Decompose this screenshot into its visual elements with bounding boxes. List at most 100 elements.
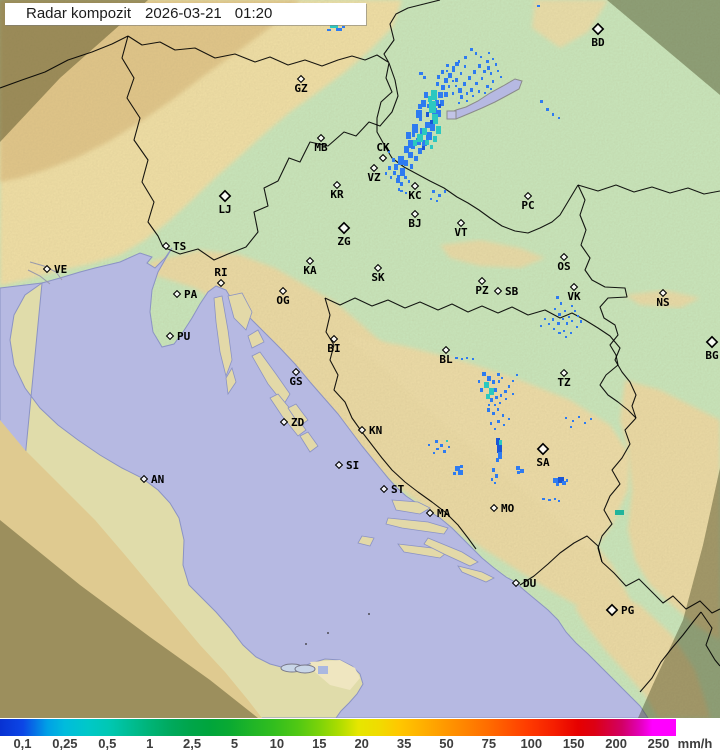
island xyxy=(269,393,307,437)
precip-cell xyxy=(464,65,466,68)
radar-range-shadow xyxy=(607,0,720,95)
precip-cell xyxy=(425,122,430,128)
precip-cell xyxy=(508,385,510,388)
country-border xyxy=(639,611,702,693)
precip-cell xyxy=(436,448,439,450)
precip-cell xyxy=(432,190,435,193)
precip-cell xyxy=(540,325,542,327)
precip-cell xyxy=(455,62,459,66)
precip-cell xyxy=(405,192,407,194)
precip-cell xyxy=(558,117,560,119)
precip-cell xyxy=(336,28,342,31)
coastal-lagoon xyxy=(294,664,316,674)
precip-cell xyxy=(425,140,429,145)
precip-cell xyxy=(448,73,452,78)
precip-cell xyxy=(558,332,561,334)
precip-cell xyxy=(481,77,483,80)
city-label-LJ: LJ xyxy=(218,203,231,216)
city-label-BI: BI xyxy=(327,342,340,355)
precip-cell xyxy=(540,100,543,103)
islet-speck xyxy=(327,632,329,634)
island xyxy=(213,295,233,378)
island xyxy=(247,329,265,349)
precip-cell xyxy=(455,357,458,359)
precip-cell xyxy=(553,478,558,483)
precip-cell xyxy=(428,444,430,446)
precip-cell xyxy=(460,72,462,75)
precip-cell xyxy=(404,146,409,153)
city-label-MO: MO xyxy=(501,502,515,515)
precip-cell xyxy=(478,380,480,383)
country-border xyxy=(700,611,720,667)
precip-cell xyxy=(497,373,500,376)
precip-cell xyxy=(542,498,545,500)
precip-cell xyxy=(448,446,450,448)
precip-cell xyxy=(556,483,559,486)
city-marker-PU xyxy=(165,331,175,341)
legend-tick: 1 xyxy=(146,736,154,751)
precip-cell xyxy=(429,101,436,113)
island xyxy=(251,351,291,405)
city-label-SA: SA xyxy=(536,456,550,469)
country-border xyxy=(597,417,637,563)
city-marker-TZ xyxy=(559,368,569,378)
precip-cell xyxy=(516,466,520,470)
precip-cell xyxy=(446,64,449,67)
precip-cell xyxy=(482,372,486,376)
city-label-KR: KR xyxy=(330,188,344,201)
precip-cell xyxy=(554,308,556,310)
precip-cell xyxy=(430,124,435,131)
city-label-PG: PG xyxy=(621,604,635,617)
radar-range-shadow xyxy=(638,468,720,718)
precip-cell xyxy=(503,424,505,426)
country-border xyxy=(0,35,129,89)
legend-tick: 0,1 xyxy=(13,736,32,751)
city-marker-KC xyxy=(410,181,420,191)
city-label-TZ: TZ xyxy=(557,376,571,389)
precip-cell xyxy=(416,110,422,118)
city-label-VE: VE xyxy=(54,263,67,276)
legend-tick: 250 xyxy=(647,736,670,751)
city-marker-SB xyxy=(493,286,503,296)
radar-range-shadow xyxy=(0,520,258,718)
lagoons-layer xyxy=(27,261,328,674)
precip-cell xyxy=(492,412,495,415)
precip-cell xyxy=(494,388,497,392)
city-label-VZ: VZ xyxy=(367,171,381,184)
precip-cell xyxy=(495,474,498,478)
precip-cell xyxy=(560,302,562,305)
precip-cell xyxy=(426,132,432,140)
legend-gradient xyxy=(0,719,676,736)
precip-cell xyxy=(452,80,454,82)
city-label-BJ: BJ xyxy=(408,217,421,230)
precip-cell xyxy=(492,80,494,83)
precip-cell xyxy=(490,88,492,90)
precip-cell xyxy=(475,52,477,55)
legend-tick: 20 xyxy=(354,736,369,751)
legend-tick: 0,25 xyxy=(52,736,78,751)
island xyxy=(423,537,479,567)
country-border xyxy=(383,0,441,64)
precip-cell xyxy=(580,320,582,323)
city-label-KC: KC xyxy=(408,189,421,202)
city-marker-MB xyxy=(316,133,326,143)
precip-cell xyxy=(497,445,502,453)
precip-cell xyxy=(433,452,435,454)
precip-cell xyxy=(490,422,492,425)
precip-cell xyxy=(430,120,433,124)
precip-cell xyxy=(488,404,490,406)
precip-cell xyxy=(441,85,445,90)
city-label-KN: KN xyxy=(369,424,382,437)
islet-speck xyxy=(305,643,307,645)
precip-cell xyxy=(466,92,468,95)
island xyxy=(357,535,375,547)
precip-cell xyxy=(388,150,390,153)
precip-cell xyxy=(484,382,489,388)
city-marker-CK xyxy=(378,153,388,163)
city-label-PC: PC xyxy=(521,199,534,212)
city-marker-BD xyxy=(591,22,605,36)
precip-cell xyxy=(499,402,501,404)
precip-cell xyxy=(452,92,454,95)
precip-cell xyxy=(505,398,507,400)
precip-cell xyxy=(458,60,460,63)
